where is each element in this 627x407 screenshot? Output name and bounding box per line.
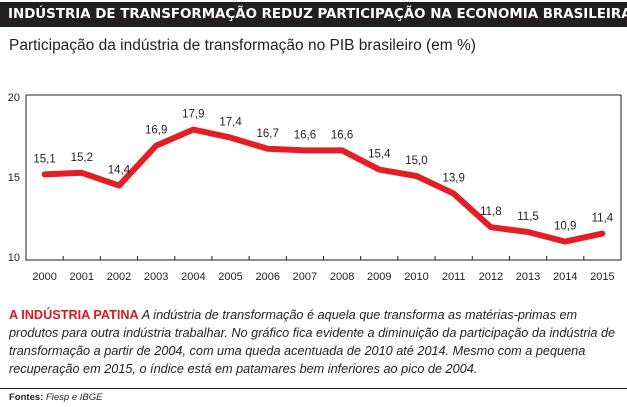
sources-value: Fiesp e IBGE (45, 392, 103, 403)
chart-title: Participação da indústria de transformaç… (9, 37, 476, 54)
x-tick-label: 2015 (590, 271, 614, 283)
data-label: 13,9 (442, 173, 464, 185)
data-label: 15,2 (71, 152, 93, 164)
line-chart: 20 15 10 2000 2001 2002 2003 2004 2005 2006 2007 2… (0, 84, 627, 290)
y-tick-label: 10 (8, 252, 20, 264)
x-tick-label: 2009 (367, 271, 391, 283)
data-point (79, 170, 85, 176)
data-label: 17,9 (182, 109, 204, 121)
data-point (562, 239, 568, 245)
data-label: 11,4 (592, 213, 614, 225)
x-tick-label: 2001 (70, 271, 94, 283)
data-point (413, 173, 419, 179)
caption-lead: A INDÚSTRIA PATINA (9, 308, 139, 322)
data-label: 15,4 (368, 149, 391, 161)
x-tick-label: 2012 (479, 271, 503, 283)
x-tick-label: 2004 (181, 271, 205, 283)
sources-label: Fontes: (9, 392, 44, 403)
data-point (525, 229, 531, 235)
data-label: 11,5 (517, 211, 539, 223)
x-tick-label: 2003 (144, 271, 168, 283)
x-tick-label: 2014 (553, 271, 577, 283)
data-point (228, 135, 234, 141)
x-tick-label: 2002 (107, 271, 131, 283)
data-label: 11,8 (480, 206, 502, 218)
x-axis: 2000 2001 2002 2003 2004 2005 2006 2007 2008 2009… (32, 256, 615, 283)
x-tick-label: 2006 (255, 271, 279, 283)
data-label: 16,9 (145, 125, 167, 137)
chart-caption: A INDÚSTRIA PATINA A indústria de transf… (9, 306, 621, 378)
data-point (599, 231, 605, 237)
y-axis: 20 15 10 (8, 92, 20, 264)
data-label: 16,6 (294, 129, 316, 141)
data-point (153, 143, 159, 149)
data-point (190, 127, 196, 133)
data-label: 17,4 (219, 117, 242, 129)
x-tick-label: 2013 (516, 271, 540, 283)
data-label: 10,9 (554, 221, 576, 233)
data-label: 16,6 (331, 129, 353, 141)
sources-divider (0, 388, 627, 389)
caption-text: A indústria de transformação é aquela qu… (9, 308, 616, 376)
y-tick-label: 20 (8, 92, 20, 104)
data-label: 14,4 (108, 165, 131, 177)
data-point (265, 146, 271, 152)
series-line-group (41, 126, 606, 245)
sources-line: Fontes: Fiesp e IBGE (9, 392, 102, 403)
data-point (488, 224, 494, 230)
data-label: 15,1 (33, 153, 55, 165)
data-point (376, 167, 382, 173)
series-line (41, 126, 606, 245)
data-label: 15,0 (405, 155, 427, 167)
y-tick-label: 15 (8, 172, 20, 184)
data-point (42, 171, 48, 177)
x-tick-label: 2011 (442, 271, 466, 283)
x-tick-label: 2008 (330, 271, 354, 283)
data-point (451, 191, 457, 197)
data-point (339, 147, 345, 153)
data-label: 16,7 (257, 128, 279, 140)
data-point (302, 147, 308, 153)
data-labels-group: 15,1 15,2 14,4 16,9 17,9 17,4 16,7 16,6 16,6 15,4… (33, 109, 613, 233)
data-point (116, 183, 122, 189)
x-tick-label: 2010 (404, 271, 428, 283)
x-tick-label: 2005 (218, 271, 242, 283)
x-tick-label: 2000 (32, 271, 56, 283)
header-title: INDÚSTRIA DE TRANSFORMAÇÃO REDUZ PARTICI… (0, 2, 627, 27)
x-tick-label: 2007 (293, 271, 317, 283)
